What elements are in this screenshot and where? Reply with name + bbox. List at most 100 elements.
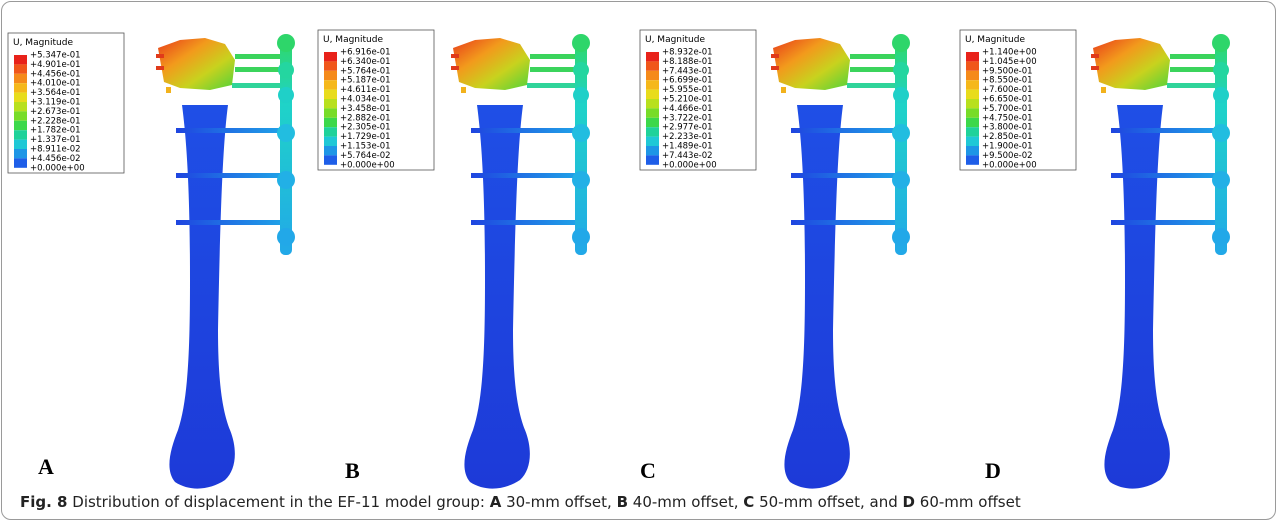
legend-band — [14, 111, 27, 121]
legend-value: +2.233e-01 — [662, 132, 713, 142]
legend-band — [646, 127, 659, 137]
legend-band — [324, 99, 337, 109]
legend-value: +5.764e-01 — [340, 66, 391, 76]
caption-letter: B — [616, 493, 629, 511]
legend-value: +0.000e+00 — [340, 160, 395, 170]
legend-title: U, Magnitude — [965, 35, 1025, 45]
legend-value: +5.210e-01 — [662, 95, 713, 105]
legend-value: +1.045e+00 — [982, 57, 1037, 67]
panel: U, Magnitude+6.916e-01+6.340e-01+5.764e-… — [317, 29, 590, 489]
legend-band — [966, 108, 979, 118]
legend-band — [324, 136, 337, 146]
legend-value: +2.305e-01 — [340, 123, 391, 133]
legend-title: U, Magnitude — [323, 35, 383, 45]
legend-value: +1.489e-01 — [662, 142, 713, 152]
panel: U, Magnitude+8.932e-01+8.188e-01+7.443e-… — [639, 29, 910, 489]
panel-letter: B — [345, 458, 360, 483]
legend-band — [966, 146, 979, 156]
bone-model — [771, 34, 910, 489]
legend-value: +1.337e-01 — [30, 135, 81, 145]
bone-model — [1091, 34, 1230, 489]
legend-value: +4.750e-01 — [982, 113, 1033, 123]
legend-band — [966, 127, 979, 137]
legend-value: +1.153e-01 — [340, 142, 391, 152]
figure: U, Magnitude+5.347e-01+4.901e-01+4.456e-… — [7, 29, 1230, 489]
legend-value: +3.119e-01 — [30, 98, 81, 108]
panel-letter: A — [38, 454, 54, 479]
caption-letter: C — [743, 493, 755, 511]
legend-band — [966, 117, 979, 128]
legend-value: +7.600e-01 — [982, 85, 1033, 95]
caption-text: 40-mm offset, — [632, 493, 739, 511]
legend-value: +8.550e-01 — [982, 76, 1033, 86]
legend-band — [646, 117, 659, 128]
legend-value: +9.500e-02 — [982, 151, 1033, 161]
legend-value: +9.500e-01 — [982, 66, 1033, 76]
legend-band — [14, 130, 27, 140]
legend: U, Magnitude+8.932e-01+8.188e-01+7.443e-… — [639, 29, 757, 171]
legend-value: +5.347e-01 — [30, 51, 81, 61]
legend-value: +4.456e-02 — [30, 154, 81, 164]
legend-value: +1.900e-01 — [982, 142, 1033, 152]
legend-value: +0.000e+00 — [662, 160, 717, 170]
legend-value: +5.955e-01 — [662, 85, 713, 95]
bone-model — [451, 34, 590, 489]
legend-value: +3.564e-01 — [30, 88, 81, 98]
legend-band — [14, 55, 27, 65]
panel-letter: D — [985, 458, 1001, 483]
legend-value: +4.901e-01 — [30, 60, 81, 70]
legend-band — [966, 80, 979, 90]
legend-band — [14, 64, 27, 74]
legend-band — [14, 120, 27, 131]
caption-intro: Distribution of displacement in the EF-1… — [72, 493, 485, 511]
legend-band — [14, 139, 27, 149]
legend-band — [324, 80, 337, 90]
legend-band — [966, 52, 979, 62]
legend-value: +2.850e-01 — [982, 132, 1033, 142]
legend-value: +2.228e-01 — [30, 116, 81, 126]
legend-band — [14, 92, 27, 102]
legend-value: +7.443e-02 — [662, 151, 713, 161]
legend-value: +4.466e-01 — [662, 104, 713, 114]
legend-band — [324, 89, 337, 99]
legend-value: +2.673e-01 — [30, 107, 81, 117]
legend-box — [959, 29, 1077, 171]
legend-band — [646, 136, 659, 146]
legend-band — [324, 146, 337, 156]
caption-letter: A — [489, 493, 502, 511]
legend-value: +4.456e-01 — [30, 69, 81, 79]
legend-value: +6.916e-01 — [340, 48, 391, 58]
legend-value: +1.140e+00 — [982, 48, 1037, 58]
caption-text: 50-mm offset, and — [759, 493, 898, 511]
legend-value: +6.650e-01 — [982, 95, 1033, 105]
legend: U, Magnitude+1.140e+00+1.045e+00+9.500e-… — [959, 29, 1077, 171]
legend-band — [966, 61, 979, 71]
legend-value: +0.000e+00 — [30, 163, 85, 173]
legend-value: +3.722e-01 — [662, 113, 713, 123]
legend-value: +5.764e-02 — [340, 151, 391, 161]
legend-title: U, Magnitude — [645, 35, 705, 45]
legend-value: +0.000e+00 — [982, 160, 1037, 170]
legend-value: +7.443e-01 — [662, 66, 713, 76]
legend-band — [646, 108, 659, 118]
legend-band — [966, 136, 979, 146]
legend-value: +4.010e-01 — [30, 79, 81, 89]
caption: Fig. 8 Distribution of displacement in t… — [20, 493, 1021, 511]
legend-title: U, Magnitude — [13, 38, 73, 48]
legend-band — [966, 70, 979, 81]
legend-box — [7, 32, 125, 174]
legend-band — [646, 61, 659, 71]
legend-value: +2.882e-01 — [340, 113, 391, 123]
legend-value: +8.911e-02 — [30, 145, 81, 155]
legend-band — [966, 99, 979, 109]
legend-value: +5.187e-01 — [340, 76, 391, 86]
legend-band — [324, 70, 337, 81]
caption-text: 60-mm offset — [919, 493, 1021, 511]
legend-value: +6.340e-01 — [340, 57, 391, 67]
legend-band — [646, 52, 659, 62]
legend-box — [317, 29, 435, 171]
legend-value: +2.977e-01 — [662, 123, 713, 133]
panel: U, Magnitude+5.347e-01+4.901e-01+4.456e-… — [7, 32, 295, 489]
legend-band — [324, 117, 337, 128]
